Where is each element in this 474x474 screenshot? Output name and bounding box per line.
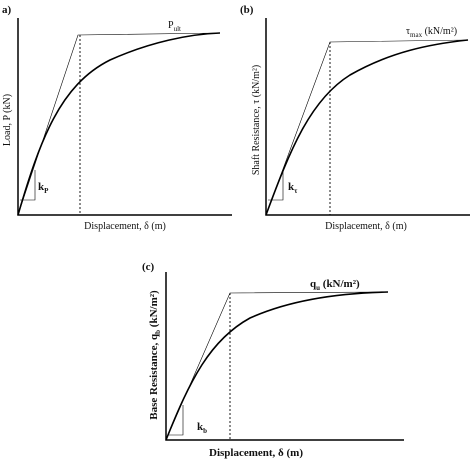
panel-label: a) (2, 4, 12, 16)
slope-label: kb (197, 421, 207, 435)
y-label: Base Resistance, qb (kN/m²) (148, 290, 162, 420)
slope-triangle (20, 170, 36, 201)
y-label: Shaft Resistance, τ (kN/m²) (251, 65, 262, 175)
axes (165, 272, 404, 441)
x-label: Displacement, δ (m) (325, 221, 407, 232)
slope-label: kP (38, 181, 49, 195)
slope-triangle (168, 405, 184, 436)
axes (17, 18, 232, 216)
curve-label: Pult (168, 20, 181, 33)
panel-c: (c) kb qu (kN/m²) Displacement, δ (m) Ba… (142, 261, 404, 459)
curve-label: τmax (kN/m²) (406, 26, 457, 39)
panel-b: (b) kτ τmax (kN/m²) Displacement, δ (m) … (240, 4, 470, 232)
curve (165, 291, 389, 441)
axes (265, 18, 470, 216)
slope-label: kτ (288, 181, 298, 195)
tangent-line (165, 291, 389, 441)
x-label: Displacement, δ (m) (84, 221, 166, 232)
curve (265, 39, 469, 216)
slope-triangle (268, 170, 284, 201)
panel-label: (b) (240, 4, 254, 16)
y-label: Load, P (kN) (2, 94, 13, 146)
curve (17, 32, 221, 216)
x-label: Displacement, δ (m) (209, 447, 303, 459)
panel-label: (c) (142, 261, 155, 273)
panel-a: a) kP Pult Displacement, δ (m) Load, P (… (2, 4, 232, 232)
curve-label: qu (kN/m²) (310, 278, 360, 292)
